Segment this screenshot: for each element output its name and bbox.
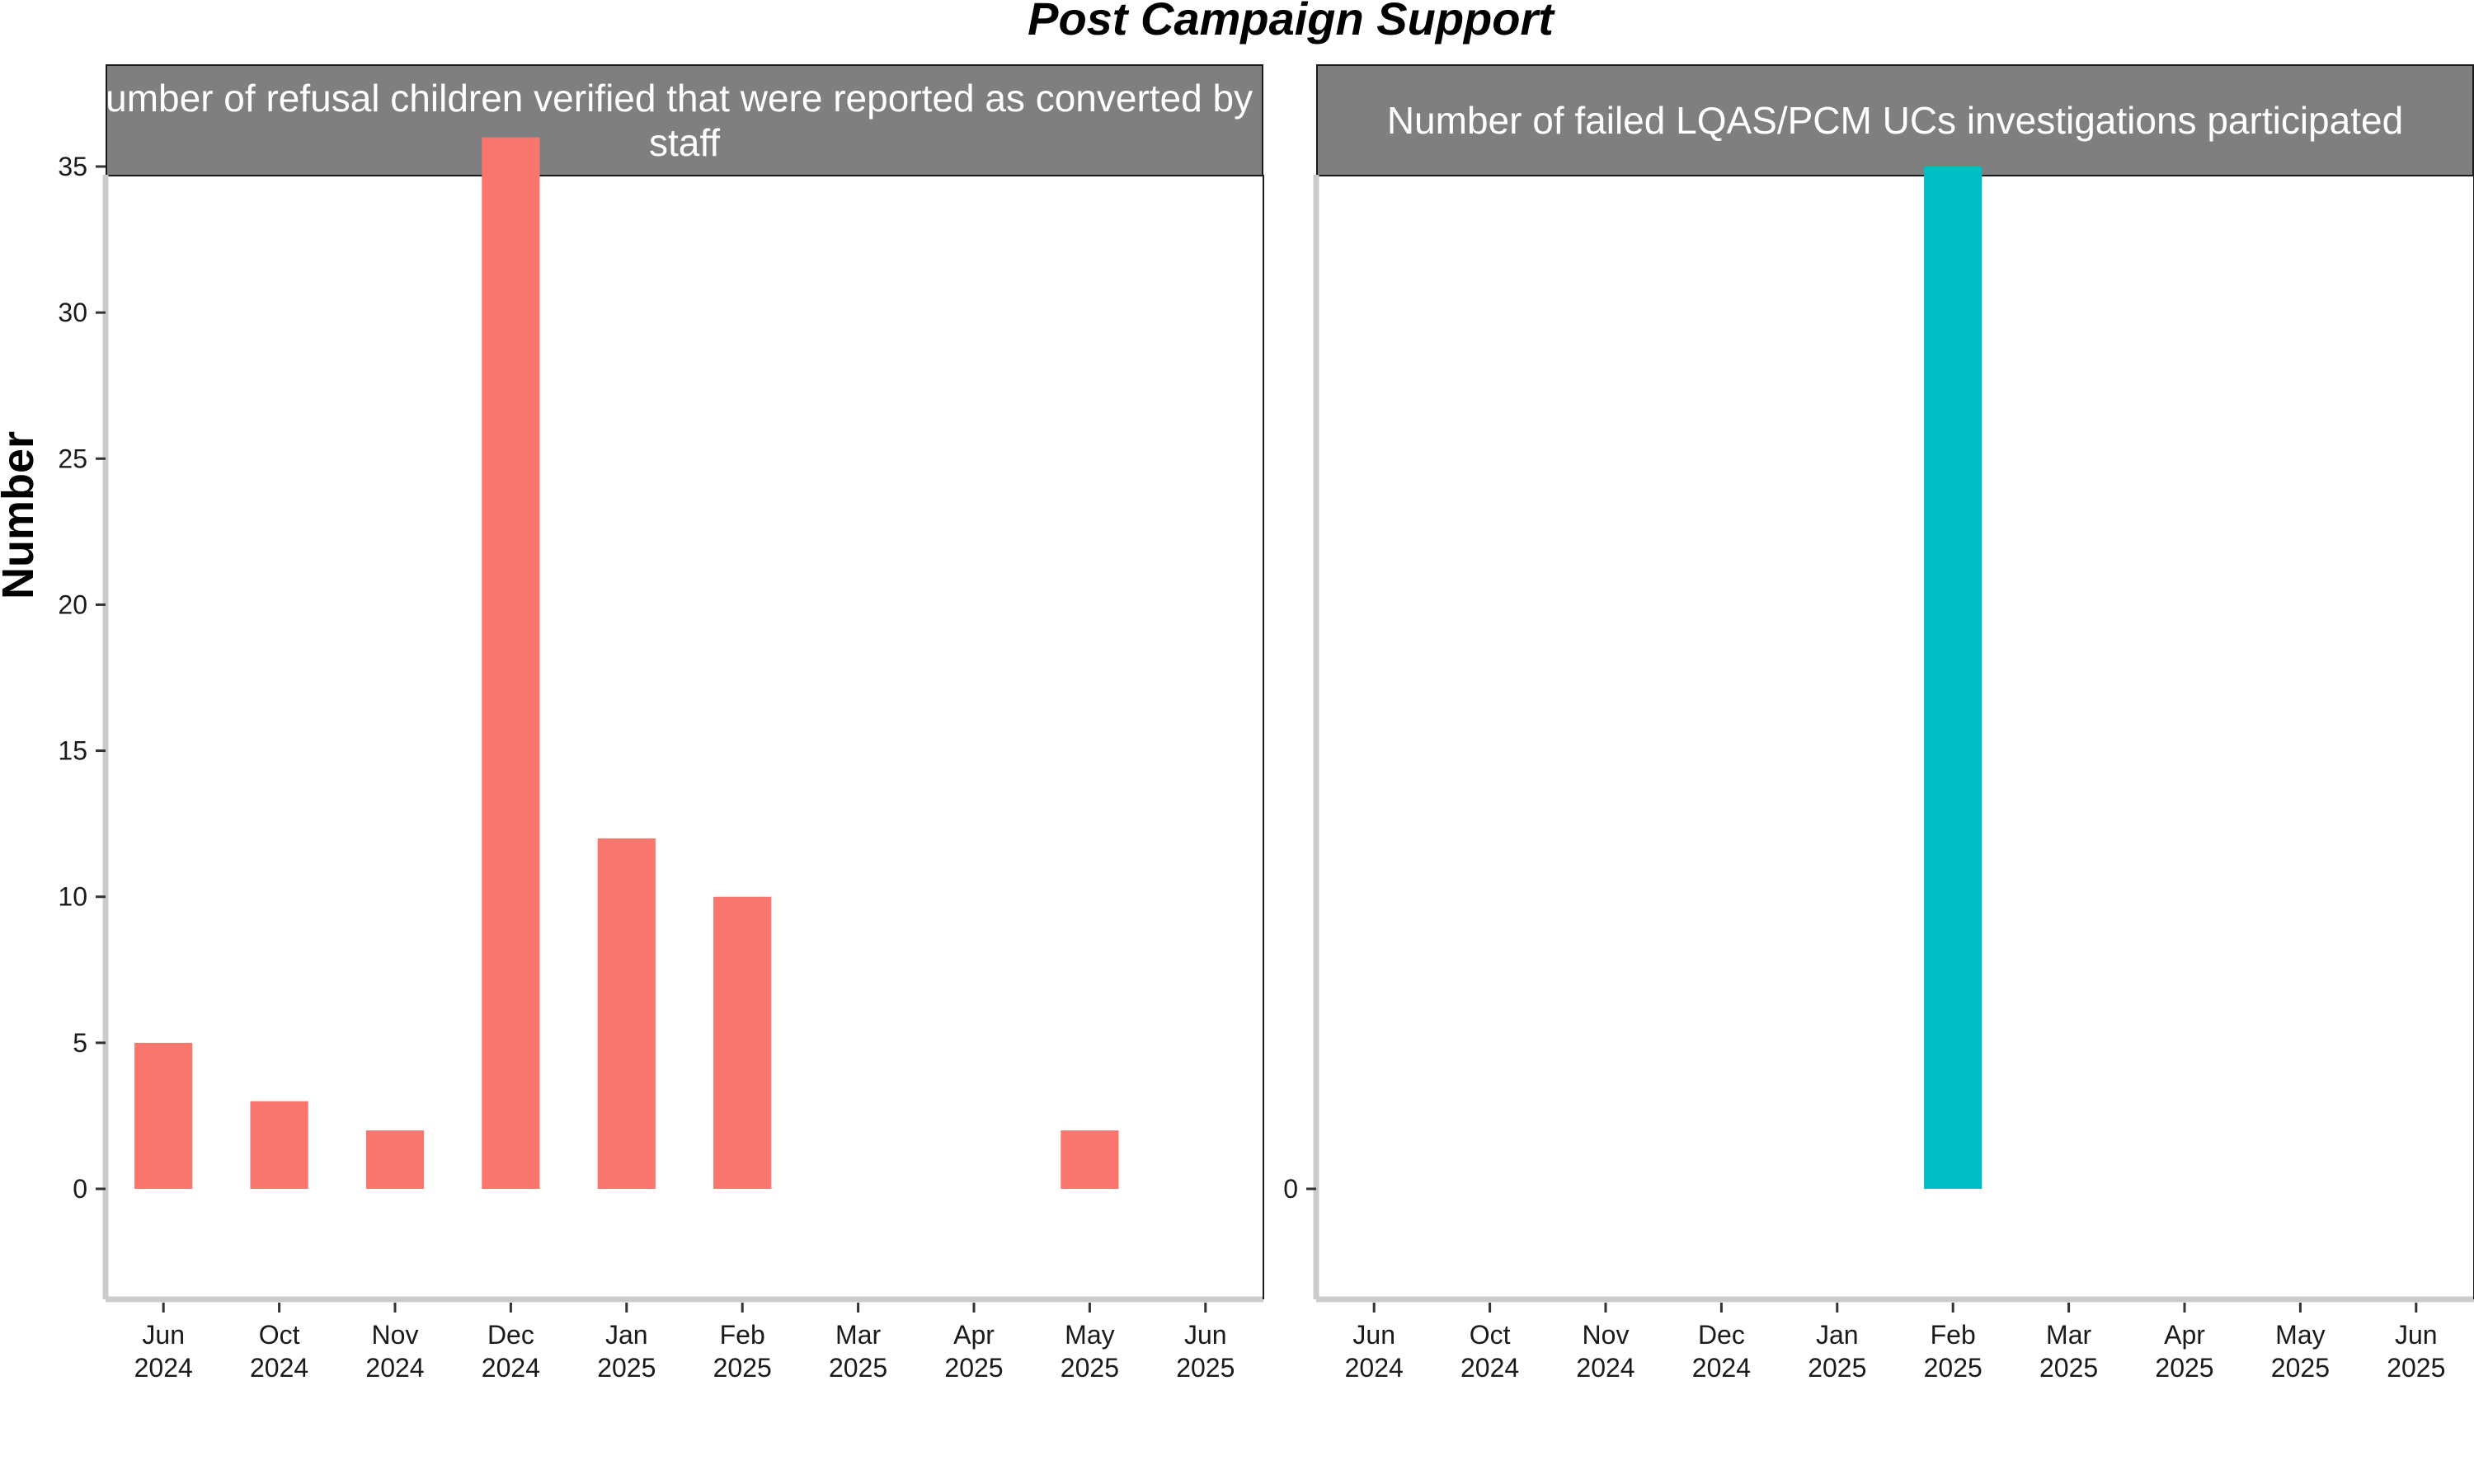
y-tick-label: 20 [58, 589, 87, 619]
plot-area-refusal-children: 0 5 10 15 20 25 30 35 Jun 2024 Oct 2024 Nov 2024 Dec 20… [58, 137, 1264, 1383]
plot-area-failed-lqas: 0 Jun 2024 Oct 2024 Nov 2024 Dec 2024 Jan 2025 Feb 2… [1283, 167, 2474, 1383]
x-tick-label: Nov 2024 [1576, 1320, 1634, 1383]
x-tick-label: Jun 2024 [1345, 1320, 1404, 1383]
y-tick-label: 0 [1283, 1174, 1298, 1204]
bar [482, 137, 540, 1190]
x-tick-label: Oct 2024 [1460, 1320, 1519, 1383]
x-tick-label: May 2025 [1061, 1320, 1119, 1383]
y-tick-label: 30 [58, 298, 87, 327]
y-tick-label: 10 [58, 882, 87, 912]
x-tick-label: Jan 2025 [597, 1320, 656, 1383]
x-tick-label: Apr 2025 [2155, 1320, 2213, 1383]
chart-title: Post Campaign Support [1028, 0, 1554, 45]
x-tick-label: Apr 2025 [944, 1320, 1003, 1383]
bar [250, 1101, 308, 1189]
x-tick-label: Feb 2025 [713, 1320, 772, 1383]
x-tick-label: Dec 2024 [482, 1320, 540, 1383]
y-tick-label: 25 [58, 444, 87, 473]
x-tick-label: Mar 2025 [829, 1320, 887, 1383]
x-tick-label: Jun 2025 [2387, 1320, 2445, 1383]
bar [713, 896, 772, 1189]
x-tick-label: May 2025 [2271, 1320, 2330, 1383]
strip-line-2: staff [648, 121, 721, 164]
facet-strip-title: Number of failed LQAS/PCM UCs investigat… [1386, 99, 2404, 142]
x-tick-label: Jan 2025 [1808, 1320, 1866, 1383]
facet-strip-title: Number of refusal children verified that… [106, 76, 1263, 165]
x-tick-label: Jun 2024 [134, 1320, 193, 1383]
bar [597, 838, 656, 1189]
facet-strip-refusal-children: Number of refusal children verified that… [106, 64, 1263, 176]
bar [1061, 1130, 1119, 1189]
y-tick-label: 0 [73, 1174, 87, 1204]
x-tick-label: Nov 2024 [365, 1320, 424, 1383]
x-tick-label: Mar 2025 [2039, 1320, 2098, 1383]
facet-panel-failed-lqas: Number of failed LQAS/PCM UCs investigat… [1283, 64, 2474, 1383]
bar [1924, 167, 1982, 1189]
x-tick-label: Oct 2024 [250, 1320, 308, 1383]
bar [134, 1042, 193, 1189]
bar [365, 1130, 425, 1189]
y-tick-label: 15 [58, 736, 87, 766]
facet-strip-failed-lqas: Number of failed LQAS/PCM UCs investigat… [1316, 64, 2474, 176]
y-tick-label: 35 [58, 152, 87, 181]
x-tick-label: Jun 2025 [1176, 1320, 1235, 1383]
x-tick-label: Dec 2024 [1692, 1320, 1751, 1383]
strip-line-1: Number of refusal children verified that… [106, 77, 1263, 120]
facet-panel-refusal-children: Number of refusal children verified that… [58, 64, 1264, 1383]
y-tick-label: 5 [73, 1028, 87, 1058]
x-tick-label: Feb 2025 [1924, 1320, 1982, 1383]
